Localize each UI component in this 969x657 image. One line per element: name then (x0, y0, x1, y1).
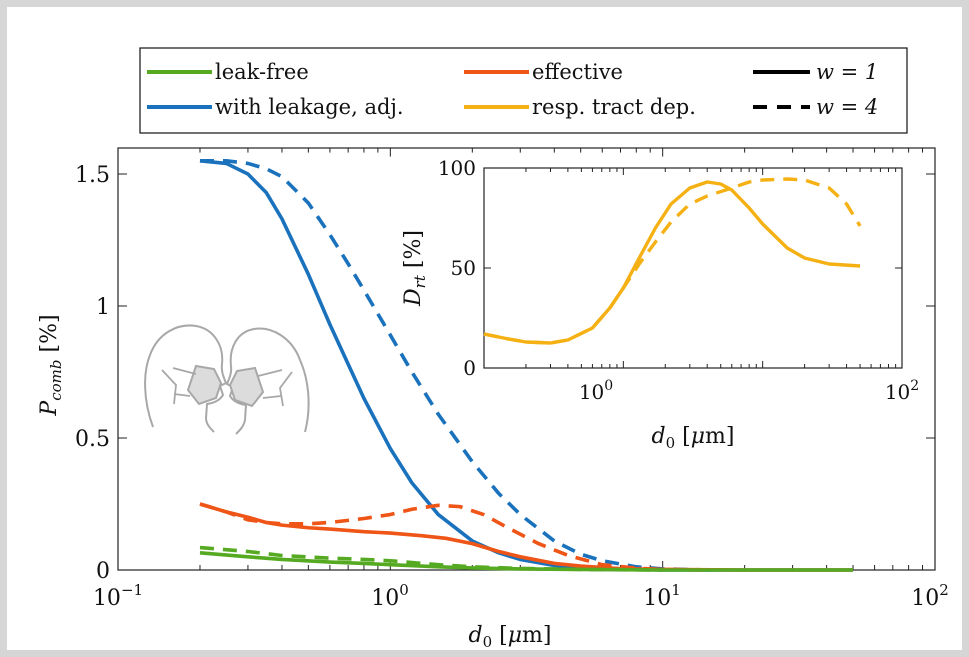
main-series-group (199, 159, 854, 572)
main-xtick-0.1: 10−1 (93, 581, 143, 611)
main-xtick-1: 100 (371, 581, 409, 611)
main-ytick-1: 1 (96, 295, 110, 320)
figure-canvas: leak-free with leakage, adj. effective r… (37, 47, 949, 651)
inset-xtick-1: 100 (579, 378, 613, 404)
legend-label-with-leakage: with leakage, adj. (215, 95, 404, 119)
legend-box (139, 47, 908, 134)
inset-ytick-100: 100 (438, 156, 476, 180)
inset-ylabel: Drt [%] (401, 230, 429, 307)
legend-label-leak-free: leak-free (215, 60, 309, 84)
inset-xtick-100: 102 (885, 378, 919, 404)
main-xlabel: d0 [μm] (469, 623, 552, 650)
legend-label-w1: w = 1 (816, 60, 878, 84)
inset-axes: 0 50 100 100 102 d0 [μm] Drt [%] (401, 156, 919, 452)
mask-right-icon (228, 366, 265, 408)
inset-plot-box (483, 167, 903, 369)
main-ytick-0: 0 (96, 559, 110, 584)
inset-tick-marks (483, 167, 903, 369)
legend-label-effective: effective (532, 60, 623, 84)
inset-ytick-0: 0 (463, 356, 476, 380)
mask-left-icon (186, 364, 223, 406)
main-series-leak-free-w4 (199, 545, 663, 572)
main-series-with-leakage-adj-w4 (199, 159, 711, 572)
main-series-effective-w4 (199, 502, 711, 572)
main-xtick-10: 101 (643, 581, 681, 611)
legend: leak-free with leakage, adj. effective r… (139, 47, 908, 134)
inset-ytick-50: 50 (451, 256, 476, 280)
main-ytick-1.5: 1.5 (75, 163, 110, 188)
inset-xlabel: d0 [μm] (652, 424, 735, 452)
head-left-icon (144, 324, 228, 433)
legend-label-resp-tract: resp. tract dep. (532, 95, 696, 119)
main-ytick-0.5: 0.5 (75, 427, 110, 452)
main-xtick-100: 102 (911, 581, 949, 611)
inset-series-group (483, 177, 862, 345)
two-masked-heads-icon (144, 324, 310, 435)
inset-series-resp-tract-dep-w4 (483, 177, 862, 345)
legend-label-w4: w = 4 (816, 95, 878, 119)
main-ylabel: Pcomb [%] (37, 314, 65, 416)
head-right-icon (225, 327, 310, 435)
